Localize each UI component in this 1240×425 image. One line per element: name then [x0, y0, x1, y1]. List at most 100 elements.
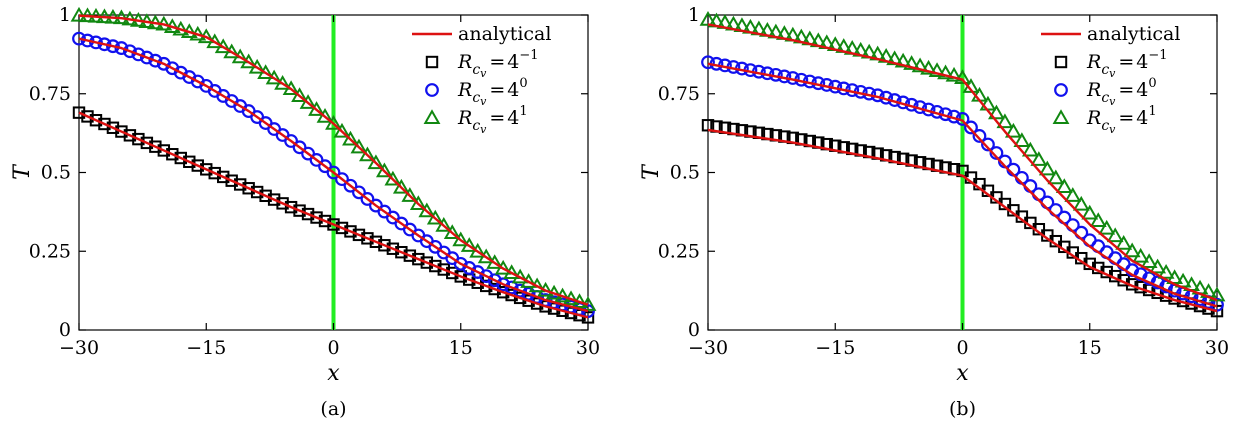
data-point-square — [369, 235, 383, 249]
data-point-circle — [352, 185, 366, 200]
x-tick-label: 15 — [1078, 337, 1102, 359]
data-point-square — [89, 114, 103, 127]
y-axis-label: T — [639, 163, 664, 180]
x-tick-label: −30 — [688, 337, 728, 359]
data-point-square — [183, 155, 196, 168]
data-point-triangle — [308, 101, 325, 116]
legend-label-square: Rcv= 4−1 — [457, 48, 539, 80]
x-tick-label: 0 — [327, 337, 339, 359]
data-point-triangle — [1149, 258, 1167, 274]
y-tick-label: 1 — [59, 4, 71, 26]
data-point-square — [310, 211, 323, 224]
data-point-circle — [80, 33, 95, 48]
data-point-square — [115, 125, 128, 138]
data-point-triangle — [1157, 263, 1175, 279]
data-point-triangle — [435, 217, 453, 232]
data-point-square — [429, 259, 442, 273]
data-point-circle — [360, 192, 375, 206]
x-tick-label: 30 — [576, 337, 600, 359]
data-point-square — [132, 132, 145, 146]
data-point-square — [200, 163, 213, 176]
data-point-triangle — [1098, 219, 1116, 235]
legend-swatch-triangle — [423, 109, 441, 125]
data-point-square — [250, 185, 264, 199]
legend-label-square: Rcv= 4−1 — [1086, 48, 1168, 80]
legend-swatch-triangle — [1052, 109, 1070, 125]
data-point-triangle — [1140, 253, 1158, 268]
data-point-circle — [72, 31, 86, 46]
data-point-triangle — [443, 224, 461, 240]
data-point-square — [284, 200, 298, 214]
data-point-square — [123, 129, 137, 142]
analytical-curve — [707, 128, 1218, 313]
x-tick-label: 0 — [956, 337, 968, 359]
data-point-square — [454, 270, 467, 283]
x-tick-label: −15 — [815, 337, 855, 359]
data-point-square — [166, 148, 179, 161]
panel-a: −30 −15 0 15 30 0 0.25 0.5 0.75 1 x T (a) analytical R… — [10, 4, 600, 420]
data-point-square — [217, 170, 230, 184]
data-point-triangle — [1047, 169, 1065, 185]
data-point-square — [98, 117, 111, 131]
data-point-triangle — [988, 104, 1005, 120]
data-point-circle — [504, 280, 519, 295]
data-point-square — [191, 159, 204, 172]
y-tick-label: 1 — [688, 4, 700, 26]
data-point-circle — [335, 172, 349, 187]
data-point-square — [293, 204, 306, 217]
data-point-triangle — [384, 170, 402, 186]
panel-caption: (b) — [949, 398, 976, 420]
y-tick-label: 0.25 — [658, 240, 700, 262]
data-point-circle — [122, 44, 137, 59]
data-point-square — [412, 252, 425, 266]
data-point-square — [174, 151, 188, 165]
x-tick-label: 30 — [1205, 337, 1229, 359]
data-point-triangle — [359, 146, 376, 162]
data-point-triangle — [1055, 178, 1073, 194]
data-point-square — [361, 232, 374, 245]
data-point-triangle — [401, 187, 419, 202]
data-point-square — [352, 228, 366, 242]
legend-label-triangle: Rcv= 41 — [1086, 104, 1157, 136]
data-point-triangle — [1132, 247, 1150, 263]
data-point-triangle — [937, 64, 954, 80]
data-point-square — [318, 214, 332, 228]
data-point-triangle — [418, 202, 436, 218]
data-point-square — [403, 249, 417, 262]
panel-caption: (a) — [320, 398, 346, 420]
data-point-square — [81, 110, 94, 123]
legend-label-analytical: analytical — [458, 23, 551, 45]
y-tick-label: 0.75 — [658, 83, 700, 105]
data-point-triangle — [452, 231, 470, 247]
data-point-triangle — [1064, 187, 1082, 202]
data-point-square — [157, 144, 171, 157]
data-point-triangle — [911, 57, 929, 73]
data-point-circle — [139, 50, 154, 65]
x-tick-label: 15 — [449, 337, 473, 359]
data-point-square — [344, 225, 357, 238]
data-point-square — [140, 136, 154, 150]
data-point-square — [267, 193, 281, 206]
data-point-square — [386, 242, 400, 255]
data-point-triangle — [342, 130, 359, 146]
data-point-triangle — [1013, 132, 1031, 148]
y-tick-label: 0.5 — [41, 162, 71, 184]
data-point-circle — [343, 178, 358, 193]
y-tick-label: 0.25 — [29, 240, 71, 262]
data-point-triangle — [945, 66, 963, 82]
legend-swatch-square — [425, 55, 439, 69]
data-point-triangle — [367, 154, 385, 170]
data-point-square — [208, 166, 221, 180]
data-point-triangle — [375, 162, 393, 178]
data-point-square — [420, 256, 434, 269]
data-point-triangle — [426, 209, 444, 225]
data-point-circle — [981, 137, 995, 152]
data-point-square — [581, 311, 595, 324]
data-point-circle — [326, 165, 341, 180]
data-point-square — [301, 207, 315, 221]
legend-swatch-circle — [1054, 83, 1068, 97]
data-point-triangle — [1072, 195, 1090, 211]
data-point-triangle — [928, 62, 946, 77]
data-point-triangle — [1208, 286, 1226, 302]
